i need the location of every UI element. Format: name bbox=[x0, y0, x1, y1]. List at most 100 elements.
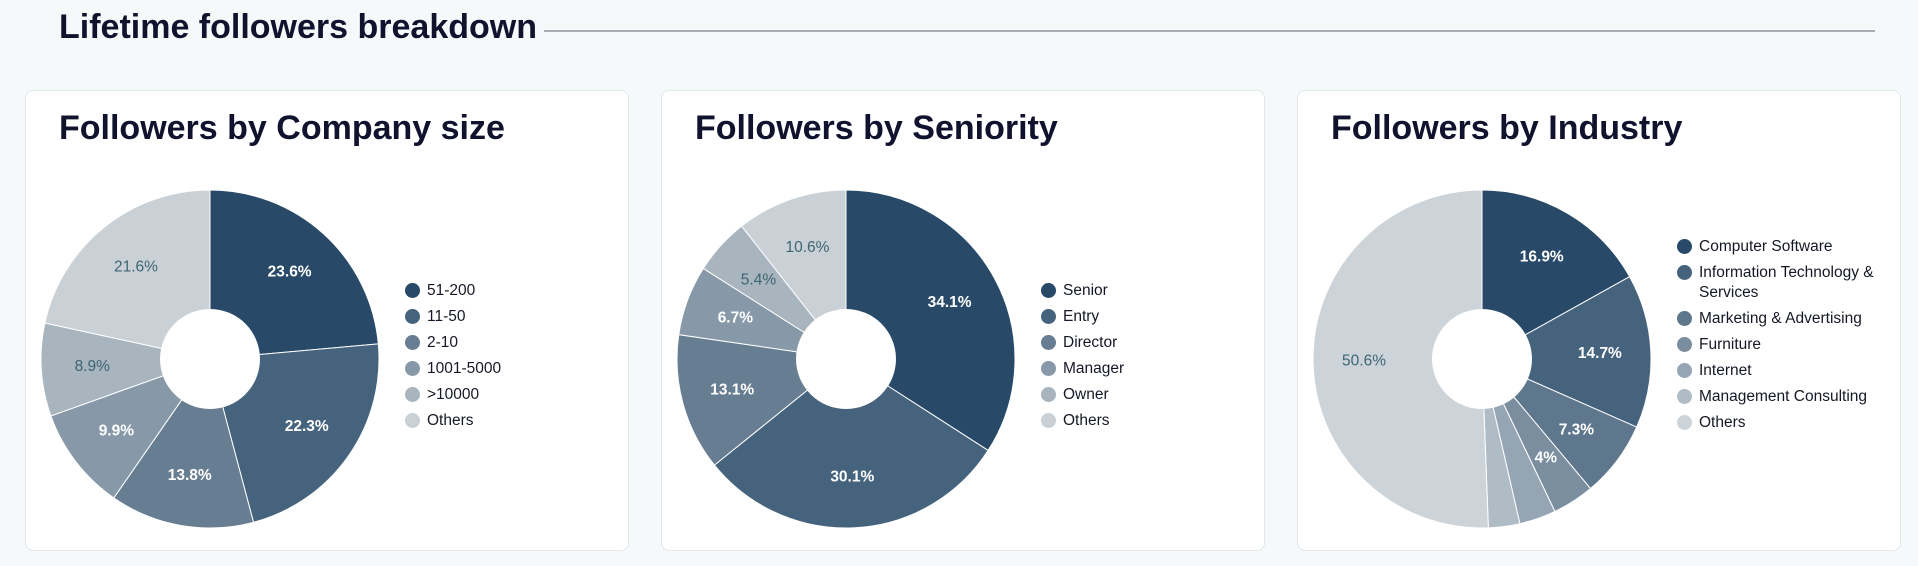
slice-entry[interactable] bbox=[713, 358, 989, 529]
slice-label-owner: 5.4% bbox=[741, 271, 777, 288]
slice-label-computer-software: 16.9% bbox=[1520, 249, 1564, 266]
legend-label: Management Consulting bbox=[1699, 388, 1868, 405]
legend-label: Senior bbox=[1063, 282, 1108, 299]
legend-swatch-icon bbox=[405, 335, 420, 350]
legend-item-2-10[interactable]: 2-10 bbox=[405, 333, 605, 353]
legend-label: Owner bbox=[1063, 386, 1109, 403]
slice-information-technology-services[interactable] bbox=[1480, 275, 1652, 428]
legend-swatch-icon bbox=[1677, 311, 1692, 326]
legend-label: 11-50 bbox=[427, 308, 466, 325]
industry-donut-chart: 16.9% 14.7% 7.3%4% 50.6% bbox=[1312, 189, 1652, 529]
slice-label-director: 13.1% bbox=[710, 382, 754, 399]
slice-label-10000: 8.9% bbox=[75, 358, 111, 375]
legend-label: Furniture bbox=[1699, 336, 1762, 353]
slice-label-manager: 6.7% bbox=[718, 309, 754, 326]
seniority-donut-chart: 34.1% 30.1% 13.1% 6.7% 5.4% 10.6% bbox=[676, 189, 1016, 529]
slice-label-entry: 30.1% bbox=[830, 468, 874, 485]
legend-item-others[interactable]: Others bbox=[1677, 413, 1882, 433]
donut-hole bbox=[160, 309, 260, 409]
slice-label-11-50: 22.3% bbox=[285, 418, 329, 435]
company-size-card: Followers by Company size 23.6% 22.3% 13.8… bbox=[25, 90, 629, 551]
legend-item-entry[interactable]: Entry bbox=[1041, 307, 1241, 327]
donut-hole bbox=[1432, 309, 1532, 409]
slice-others[interactable] bbox=[1312, 189, 1489, 529]
legend-label: 51-200 bbox=[427, 282, 476, 299]
legend-item-1001-5000[interactable]: 1001-5000 bbox=[405, 359, 605, 379]
legend-swatch-icon bbox=[1041, 361, 1056, 376]
section-title: Lifetime followers breakdown bbox=[59, 8, 537, 46]
slice-label-51-200: 23.6% bbox=[268, 263, 312, 280]
legend-item-10000[interactable]: >10000 bbox=[405, 385, 605, 405]
legend-label: Others bbox=[427, 412, 474, 429]
legend-item-marketing-advertising[interactable]: Marketing & Advertising bbox=[1677, 309, 1882, 329]
slice-label-marketing-advertising: 7.3% bbox=[1559, 421, 1595, 438]
legend-label: Director bbox=[1063, 334, 1118, 351]
slice-label-2-10: 13.8% bbox=[168, 467, 212, 484]
legend-label: 1001-5000 bbox=[427, 360, 502, 377]
slice-label-1001-5000: 9.9% bbox=[99, 422, 135, 439]
legend-label: 2-10 bbox=[427, 334, 459, 351]
slice-others[interactable] bbox=[44, 189, 211, 360]
slice-1001-5000[interactable] bbox=[50, 358, 212, 499]
legend-label: >10000 bbox=[427, 386, 480, 403]
legend-swatch-icon bbox=[1041, 283, 1056, 298]
slice-label-others: 21.6% bbox=[114, 259, 158, 276]
legend-item-computer-software[interactable]: Computer Software bbox=[1677, 237, 1882, 257]
legend-item-director[interactable]: Director bbox=[1041, 333, 1241, 353]
section-header: Lifetime followers breakdown bbox=[59, 0, 1875, 60]
legend-label: Marketing & Advertising bbox=[1699, 310, 1862, 327]
legend-swatch-icon bbox=[405, 283, 420, 298]
legend-swatch-icon bbox=[1677, 265, 1692, 280]
legend-label: Information Technology & Services bbox=[1699, 264, 1874, 301]
company-size-donut-chart: 23.6% 22.3% 13.8% 9.9% 8.9% 21.6% bbox=[40, 189, 380, 529]
legend-swatch-icon bbox=[1041, 309, 1056, 324]
legend-label: Manager bbox=[1063, 360, 1125, 377]
legend-label: Computer Software bbox=[1699, 238, 1833, 255]
legend-item-furniture[interactable]: Furniture bbox=[1677, 335, 1882, 355]
legend-label: Internet bbox=[1699, 362, 1752, 379]
slice-label-furniture: 4% bbox=[1535, 450, 1558, 467]
legend-swatch-icon bbox=[405, 413, 420, 428]
legend-swatch-icon bbox=[1041, 413, 1056, 428]
legend-item-senior[interactable]: Senior bbox=[1041, 281, 1241, 301]
slice-10000[interactable] bbox=[40, 322, 212, 417]
legend-swatch-icon bbox=[405, 361, 420, 376]
slice-label-senior: 34.1% bbox=[928, 294, 972, 311]
legend-swatch-icon bbox=[1677, 239, 1692, 254]
legend-item-internet[interactable]: Internet bbox=[1677, 361, 1882, 381]
company-size-chart-title: Followers by Company size bbox=[59, 109, 505, 147]
legend-item-others[interactable]: Others bbox=[1041, 411, 1241, 431]
legend-item-51-200[interactable]: 51-200 bbox=[405, 281, 605, 301]
section-divider bbox=[544, 30, 1875, 32]
legend-item-manager[interactable]: Manager bbox=[1041, 359, 1241, 379]
slice-label-information-technology-services: 14.7% bbox=[1578, 345, 1622, 362]
legend-swatch-icon bbox=[1041, 335, 1056, 350]
slice-label-others: 10.6% bbox=[785, 239, 829, 256]
seniority-chart-title: Followers by Seniority bbox=[695, 109, 1058, 147]
legend-item-information-technology-services[interactable]: Information Technology & Services bbox=[1677, 263, 1882, 303]
legend-label: Others bbox=[1699, 414, 1746, 431]
slice-11-50[interactable] bbox=[209, 343, 380, 523]
slice-label-others: 50.6% bbox=[1342, 353, 1386, 370]
legend-item-management-consulting[interactable]: Management Consulting bbox=[1677, 387, 1882, 407]
legend-label: Others bbox=[1063, 412, 1110, 429]
industry-chart-title: Followers by Industry bbox=[1331, 109, 1683, 147]
legend-swatch-icon bbox=[1677, 337, 1692, 352]
slice-computer-software[interactable] bbox=[1481, 189, 1631, 360]
legend-swatch-icon bbox=[1677, 389, 1692, 404]
legend-item-11-50[interactable]: 11-50 bbox=[405, 307, 605, 327]
seniority-legend: Senior Entry Director Manager Owner Others bbox=[1041, 281, 1241, 437]
industry-card: Followers by Industry 16.9% 14.7% 7.3% 4% 50… bbox=[1297, 90, 1901, 551]
slice-51-200[interactable] bbox=[209, 189, 379, 360]
legend-item-owner[interactable]: Owner bbox=[1041, 385, 1241, 405]
legend-label: Entry bbox=[1063, 308, 1100, 325]
seniority-card: Followers by Seniority 34.1% 30.1% 13.1% 6.… bbox=[661, 90, 1265, 551]
legend-swatch-icon bbox=[405, 387, 420, 402]
industry-legend: Computer Software Information Technology … bbox=[1677, 237, 1882, 439]
legend-item-others[interactable]: Others bbox=[405, 411, 605, 431]
company-size-legend: 51-200 11-50 2-10 1001-5000 >10000 Others bbox=[405, 281, 605, 437]
legend-swatch-icon bbox=[405, 309, 420, 324]
legend-swatch-icon bbox=[1677, 363, 1692, 378]
legend-swatch-icon bbox=[1041, 387, 1056, 402]
